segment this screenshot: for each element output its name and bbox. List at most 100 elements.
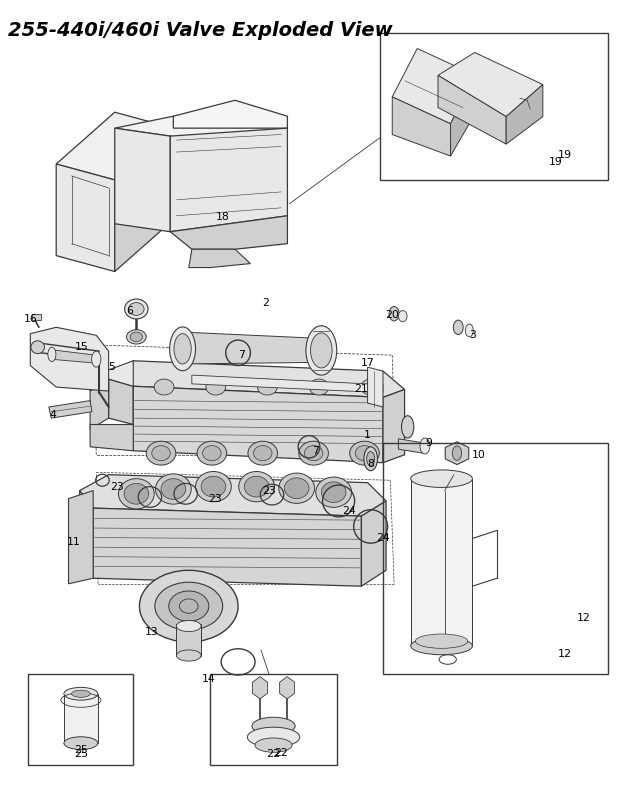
Ellipse shape (316, 477, 352, 508)
Ellipse shape (124, 484, 149, 504)
Polygon shape (279, 677, 295, 699)
Polygon shape (411, 479, 472, 646)
Text: 24: 24 (342, 505, 356, 516)
Text: 21: 21 (355, 385, 368, 394)
Polygon shape (392, 97, 451, 156)
Ellipse shape (453, 320, 463, 334)
Polygon shape (133, 386, 383, 463)
Text: 4: 4 (49, 410, 56, 420)
Text: 5: 5 (108, 362, 115, 372)
Ellipse shape (179, 599, 198, 614)
Text: 12: 12 (577, 613, 590, 623)
Ellipse shape (127, 330, 146, 344)
Ellipse shape (364, 447, 378, 471)
Ellipse shape (310, 333, 332, 368)
Polygon shape (253, 677, 268, 699)
Ellipse shape (176, 621, 201, 631)
Polygon shape (399, 439, 423, 453)
Text: 25: 25 (74, 745, 88, 754)
Polygon shape (80, 491, 93, 579)
Ellipse shape (64, 737, 98, 749)
Ellipse shape (206, 379, 226, 395)
Polygon shape (438, 75, 506, 144)
Polygon shape (173, 101, 287, 128)
Polygon shape (50, 350, 96, 363)
Polygon shape (115, 117, 287, 144)
Ellipse shape (156, 474, 191, 504)
Ellipse shape (420, 438, 430, 454)
Ellipse shape (399, 310, 407, 322)
Ellipse shape (402, 416, 414, 438)
Text: 23: 23 (110, 482, 124, 492)
Polygon shape (90, 425, 133, 451)
Ellipse shape (239, 472, 274, 502)
Text: 25: 25 (74, 749, 88, 759)
Ellipse shape (170, 327, 195, 371)
Text: 23: 23 (262, 486, 276, 496)
Text: 2: 2 (263, 298, 269, 308)
Text: 22: 22 (266, 749, 281, 759)
Text: 13: 13 (145, 626, 159, 637)
Polygon shape (93, 508, 362, 587)
Ellipse shape (174, 334, 191, 364)
Polygon shape (171, 215, 287, 249)
Text: 11: 11 (67, 537, 80, 547)
Ellipse shape (248, 441, 277, 465)
Text: 17: 17 (361, 358, 375, 368)
Ellipse shape (389, 306, 399, 321)
Bar (380, 33, 608, 180)
Polygon shape (90, 361, 133, 391)
Polygon shape (115, 128, 173, 271)
Polygon shape (392, 49, 475, 124)
Text: 15: 15 (75, 342, 89, 352)
Polygon shape (188, 249, 250, 267)
Text: 19: 19 (558, 150, 572, 160)
Polygon shape (176, 624, 201, 655)
Ellipse shape (247, 727, 300, 747)
Polygon shape (182, 332, 321, 364)
Ellipse shape (64, 687, 98, 700)
Polygon shape (90, 379, 109, 429)
Text: 12: 12 (558, 650, 572, 659)
Polygon shape (30, 327, 109, 391)
Ellipse shape (350, 441, 379, 465)
Polygon shape (109, 361, 405, 397)
Ellipse shape (309, 379, 329, 395)
Ellipse shape (244, 476, 269, 497)
Ellipse shape (197, 441, 227, 465)
Bar (28, 674, 133, 765)
Ellipse shape (155, 583, 222, 630)
Ellipse shape (140, 571, 238, 642)
Polygon shape (56, 164, 115, 271)
Polygon shape (69, 491, 93, 584)
Text: 20: 20 (385, 310, 399, 320)
Polygon shape (451, 75, 475, 156)
Ellipse shape (284, 478, 309, 499)
Ellipse shape (279, 473, 315, 504)
Ellipse shape (415, 634, 468, 648)
Ellipse shape (161, 479, 185, 500)
Bar (383, 443, 608, 674)
Polygon shape (438, 53, 543, 117)
Ellipse shape (452, 446, 462, 460)
Text: 22: 22 (274, 749, 288, 758)
Text: 255-440i/460i Valve Exploded View: 255-440i/460i Valve Exploded View (8, 21, 392, 40)
Ellipse shape (152, 445, 171, 460)
Ellipse shape (146, 441, 176, 465)
Ellipse shape (253, 445, 272, 460)
Text: 19: 19 (549, 156, 562, 167)
Bar (32, 314, 41, 320)
Text: 1: 1 (364, 430, 371, 440)
Ellipse shape (252, 717, 295, 735)
Ellipse shape (321, 482, 346, 503)
Text: 3: 3 (469, 330, 476, 340)
Ellipse shape (72, 690, 90, 697)
Ellipse shape (305, 445, 323, 460)
Ellipse shape (48, 347, 56, 361)
Text: 7: 7 (238, 350, 245, 360)
Ellipse shape (154, 379, 174, 395)
Polygon shape (115, 128, 171, 231)
Ellipse shape (195, 472, 231, 502)
Polygon shape (192, 375, 383, 393)
Ellipse shape (255, 738, 292, 753)
